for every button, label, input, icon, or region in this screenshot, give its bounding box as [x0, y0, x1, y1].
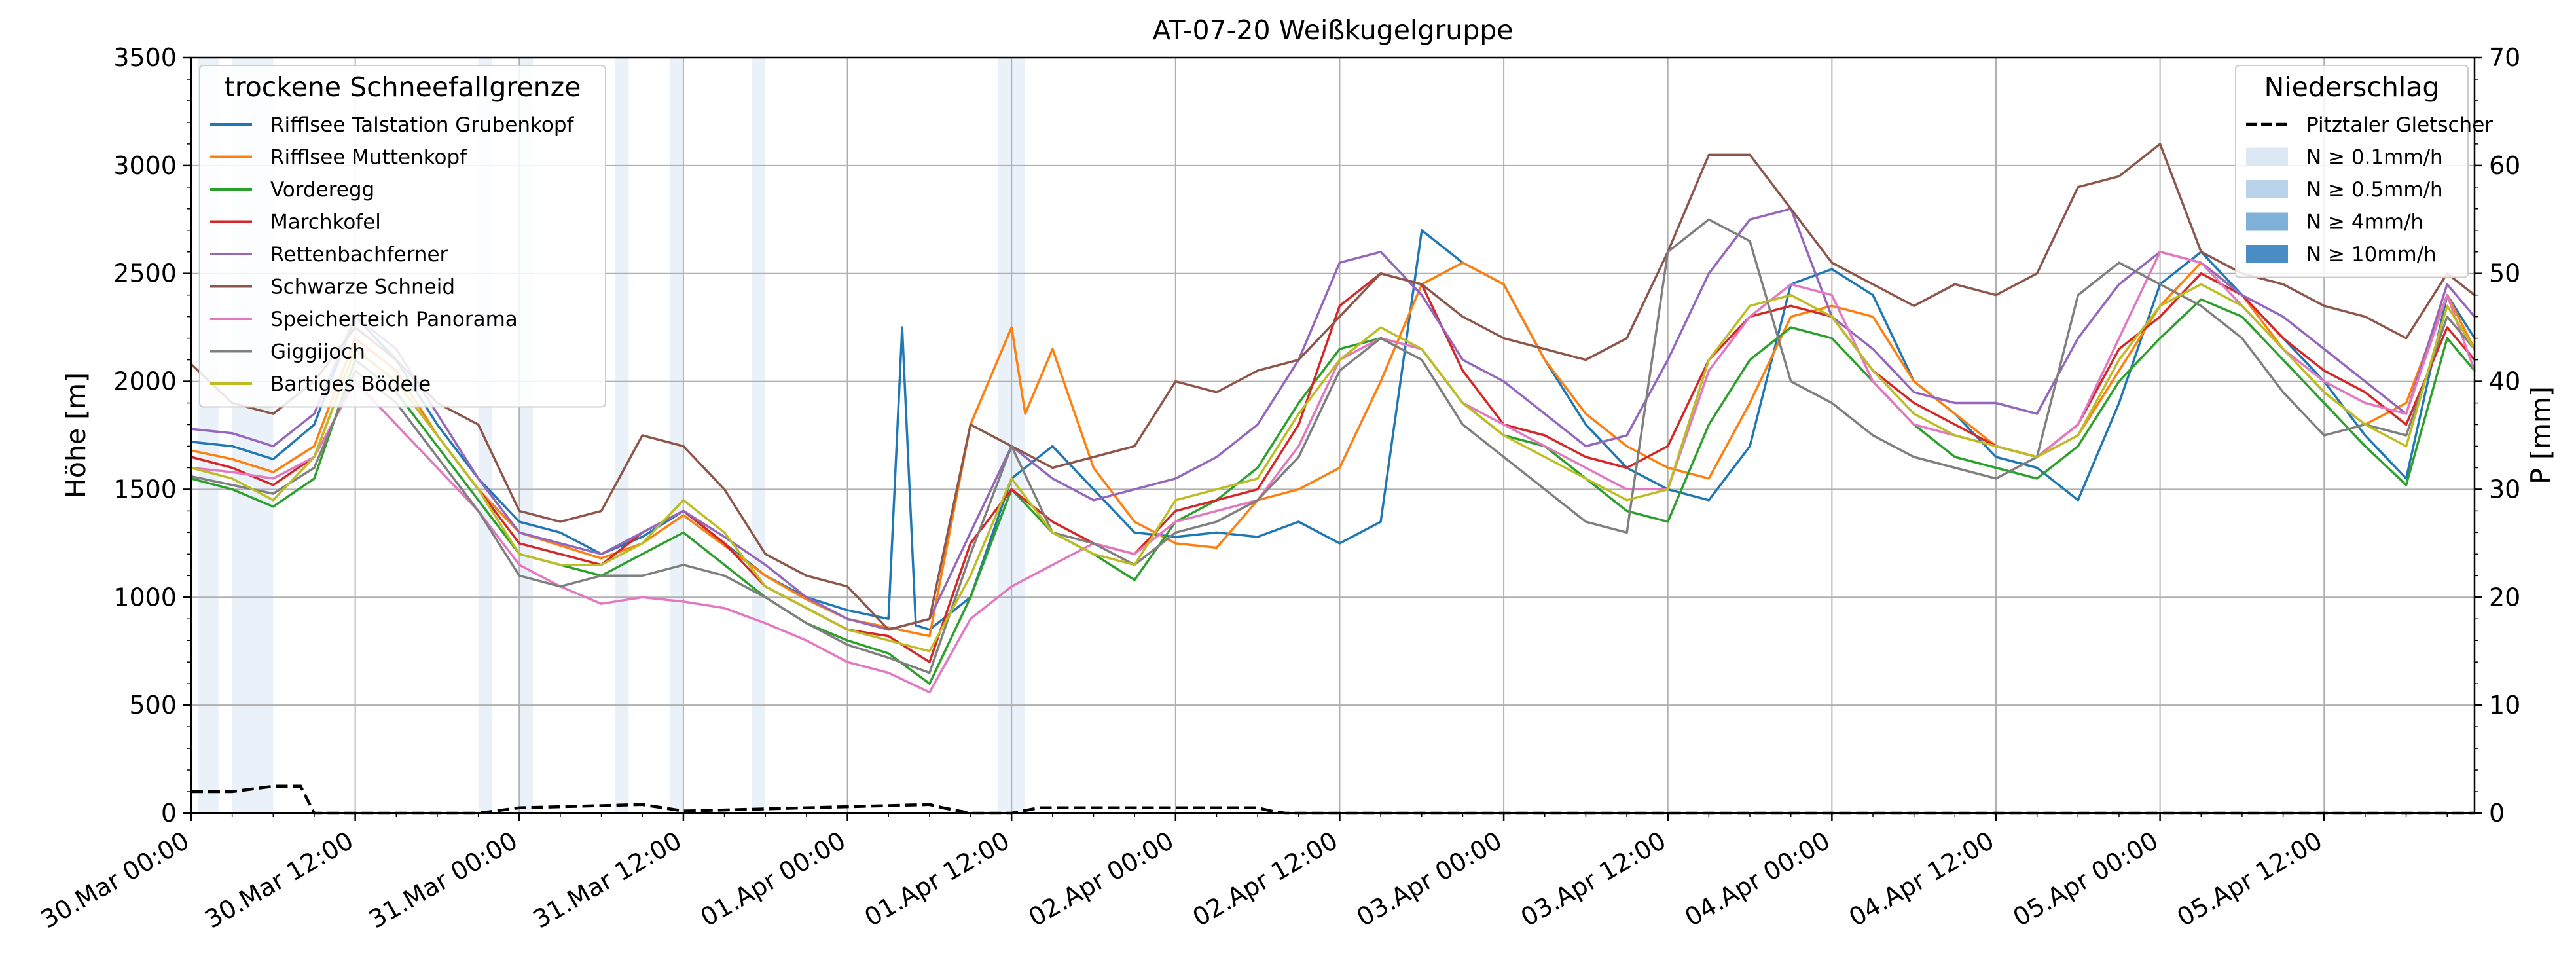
series-line — [190, 283, 2476, 653]
y-tick-label: 2500 — [113, 259, 177, 288]
y-tick-label: 500 — [129, 691, 177, 720]
legend-precipitation-box — [2235, 65, 2469, 278]
x-tick-label: 03.Apr 00:00 — [1352, 826, 1507, 932]
precip-band — [615, 58, 629, 813]
x-tick-label: 30.Mar 00:00 — [36, 826, 194, 934]
series-line — [190, 208, 2476, 631]
legend-label: Giggijoch — [270, 340, 365, 364]
x-tick-label: 01.Apr 12:00 — [860, 826, 1015, 932]
legend-label: Schwarze Schneid — [270, 276, 455, 299]
legend-label: N ≥ 10mm/h — [2306, 243, 2437, 266]
y-axis-right-label: P [mm] — [2525, 386, 2556, 484]
series — [190, 143, 2476, 694]
y-tick-label: 0 — [161, 799, 177, 828]
series-line — [190, 229, 2476, 631]
legend-label: Rifflsee Muttenkopf — [270, 146, 467, 170]
precip-series-line — [191, 784, 2475, 815]
legend-label: N ≥ 4mm/h — [2306, 211, 2423, 234]
precip-line — [191, 784, 2475, 815]
chart-title: AT-07-20 Weißkugelgruppe — [1153, 14, 1514, 46]
legend-label: Marchkofel — [270, 211, 381, 234]
precip-band — [752, 58, 766, 813]
x-tick-label: 30.Mar 12:00 — [200, 826, 358, 934]
series-line — [190, 143, 2476, 631]
series-line — [190, 272, 2476, 663]
y-tick-right-label: 20 — [2489, 583, 2520, 611]
series-line — [190, 218, 2476, 674]
x-tick-label: 02.Apr 12:00 — [1188, 826, 1343, 932]
y-tick-right-label: 40 — [2489, 367, 2520, 396]
legend-snowline-box — [199, 65, 606, 408]
legend-label: Rifflsee Talstation Grubenkopf — [270, 113, 575, 137]
legend-precipitation: Niederschlag Pitztaler Gletscher N ≥ 0.1m… — [2235, 65, 2493, 278]
legend-label: Bartiges Bödele — [270, 373, 431, 396]
legend-label: N ≥ 0.1mm/h — [2306, 146, 2443, 170]
x-tick-label: 05.Apr 00:00 — [2008, 826, 2164, 932]
legend-label: Speicherteich Panorama — [270, 308, 518, 331]
y-tick-label: 3500 — [113, 43, 177, 72]
y-tick-label: 3000 — [113, 151, 177, 180]
legend-precipitation-title: Niederschlag — [2264, 71, 2440, 103]
legend-swatch — [2246, 245, 2288, 263]
x-tick-label: 01.Apr 00:00 — [695, 826, 850, 932]
legend-swatch — [2246, 180, 2288, 198]
precip-band — [670, 58, 683, 813]
legend-snowline-title: trockene Schneefallgrenze — [225, 71, 581, 103]
legend-snowline: trockene Schneefallgrenze Rifflsee Talst… — [199, 65, 606, 408]
legend-label: Vorderegg — [270, 178, 374, 202]
x-tick-label: 05.Apr 12:00 — [2172, 826, 2327, 932]
y-tick-label: 1000 — [113, 583, 177, 611]
legend-label: Pitztaler Gletscher — [2306, 113, 2493, 137]
y-tick-right-label: 10 — [2489, 691, 2520, 720]
series-line — [190, 261, 2476, 638]
legend-swatch — [2246, 212, 2288, 231]
y-tick-right-label: 70 — [2489, 43, 2520, 72]
y-tick-right-label: 50 — [2489, 259, 2520, 288]
x-tick-label: 31.Mar 12:00 — [528, 826, 687, 934]
x-tick-label: 04.Apr 00:00 — [1680, 826, 1835, 932]
y-axis-label: Höhe [m] — [60, 373, 92, 498]
series-line — [190, 298, 2476, 685]
legend-swatch — [2246, 147, 2288, 166]
x-tick-label: 03.Apr 12:00 — [1516, 826, 1671, 932]
legend-label: Rettenbachferner — [270, 243, 448, 266]
y-tick-right-label: 0 — [2489, 799, 2505, 828]
plot-frame — [190, 56, 2476, 814]
legend-label: N ≥ 0.5mm/h — [2306, 178, 2443, 202]
y-tick-right-label: 60 — [2489, 151, 2520, 180]
x-tick-label: 02.Apr 00:00 — [1024, 826, 1179, 932]
y-tick-label: 2000 — [113, 367, 177, 396]
x-tick-label: 31.Mar 00:00 — [364, 826, 522, 934]
y-tick-right-label: 30 — [2489, 475, 2520, 503]
y-tick-label: 1500 — [113, 475, 177, 503]
x-tick-label: 04.Apr 12:00 — [1844, 826, 1999, 932]
